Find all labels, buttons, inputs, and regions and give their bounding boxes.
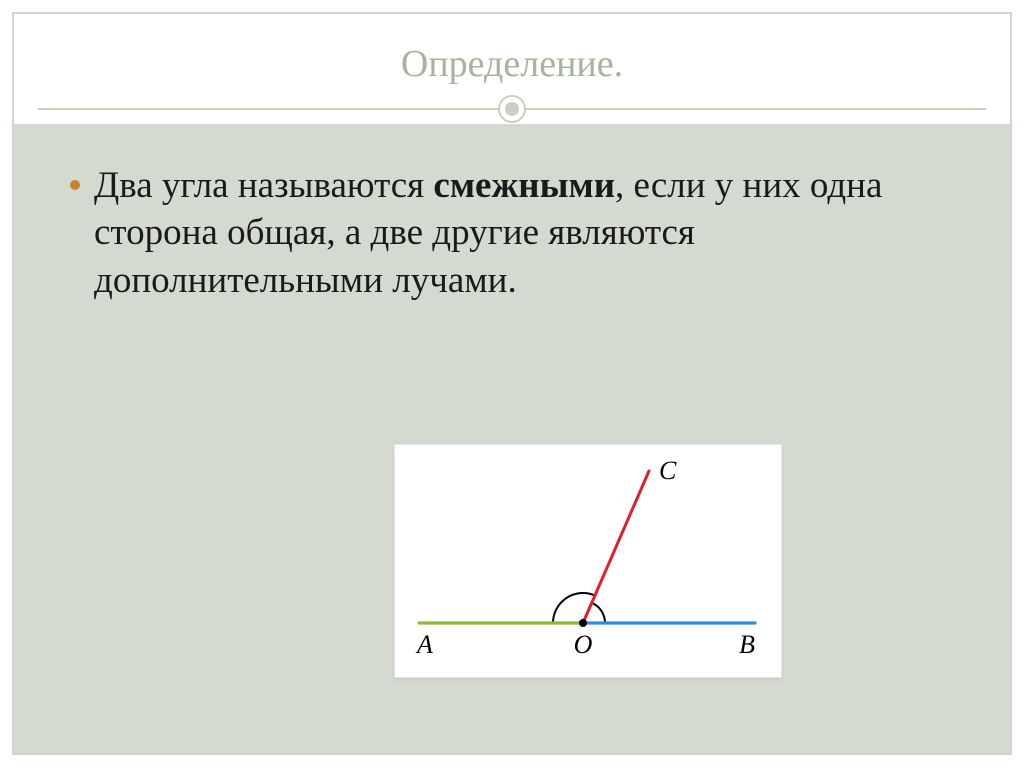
slide-title: Определение. — [14, 42, 1010, 86]
angles-diagram: A B C O — [394, 444, 782, 678]
bullet-item: Два угла называются смежными, если у них… — [70, 162, 962, 304]
slide-frame: Определение. Два угла называются смежным… — [12, 12, 1012, 755]
slide: Определение. Два угла называются смежным… — [0, 0, 1024, 767]
point-label: B — [739, 630, 755, 659]
point-label: A — [415, 630, 433, 659]
diagram-svg: A B C O — [395, 445, 783, 679]
title-divider-circle — [498, 95, 526, 123]
point-label: C — [659, 456, 677, 485]
body-area: Два угла называются смежными, если у них… — [14, 124, 1010, 753]
title-area: Определение. — [14, 14, 1010, 124]
angle-arc — [592, 603, 605, 623]
title-divider-dot — [505, 102, 519, 116]
ray — [583, 471, 649, 623]
bullet-dot-icon — [70, 180, 80, 190]
origin-point — [579, 619, 587, 627]
point-label: O — [574, 630, 593, 659]
bullet-text: Два угла называются смежными, если у них… — [94, 162, 962, 304]
